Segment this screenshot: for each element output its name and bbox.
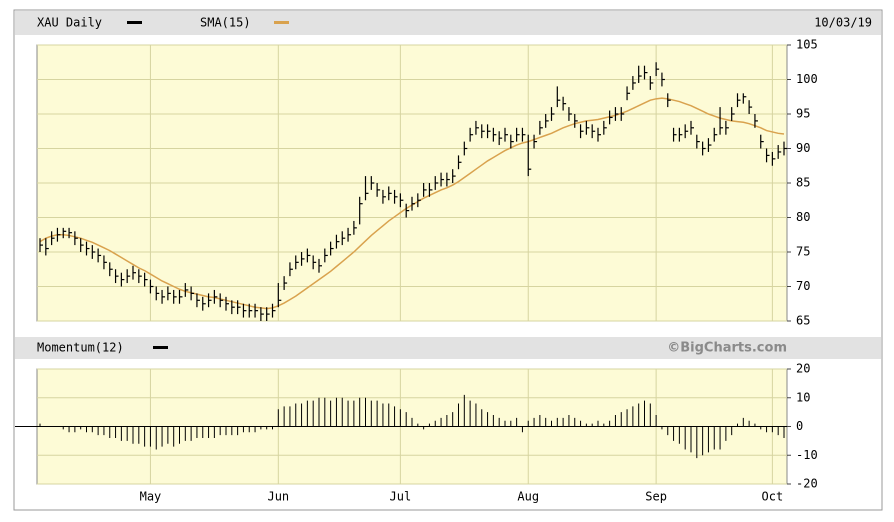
y-tick-label: 95 [796,107,810,121]
legend-swatch [274,21,289,24]
y-tick-label: -20 [796,477,818,491]
y-tick-label: 65 [796,314,810,328]
x-tick-label: Aug [517,490,539,504]
y-tick-label: 80 [796,210,810,224]
y-tick-label: 100 [796,72,818,86]
x-tick-label: Jun [267,490,289,504]
x-tick-label: Jul [390,490,412,504]
y-tick-label: 70 [796,279,810,293]
x-tick-label: May [140,490,162,504]
y-tick-label: 85 [796,176,810,190]
y-tick-label: -10 [796,448,818,462]
y-tick-label: 90 [796,141,810,155]
x-tick-label: Sep [645,490,667,504]
momentum-header [15,337,881,359]
legend-label: XAU Daily [37,16,102,30]
price-header [15,11,881,35]
y-tick-label: 105 [796,38,818,52]
legend-label: Momentum(12) [37,341,124,355]
y-tick-label: 20 [796,362,810,376]
y-tick-label: 0 [796,419,803,433]
legend-swatch [153,346,168,349]
y-tick-label: 75 [796,245,810,259]
legend-label: SMA(15) [200,16,251,30]
legend-swatch [127,21,142,24]
x-tick-label: Oct [762,490,784,504]
y-tick-label: 10 [796,390,810,404]
source-label: ©BigCharts.com [667,341,787,356]
date-label: 10/03/19 [814,16,872,30]
